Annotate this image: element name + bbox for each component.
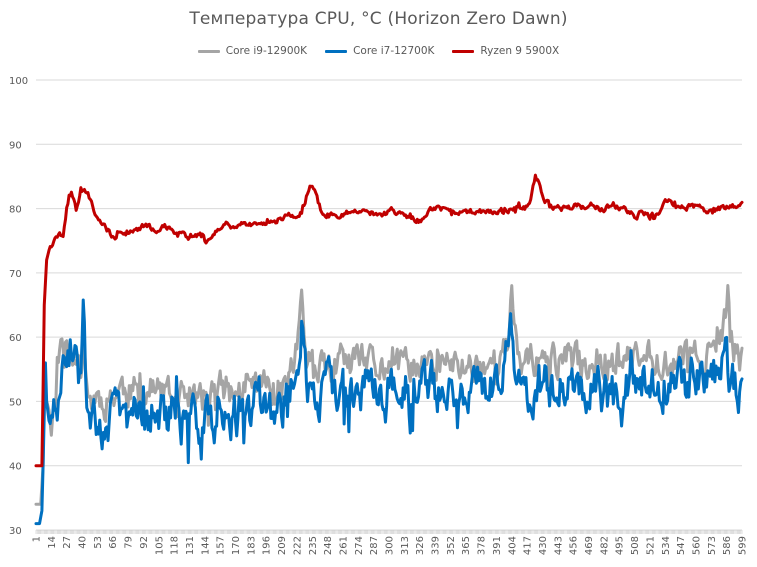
y-tick-label-30: 30	[9, 526, 22, 537]
x-tick-label-300: 300	[385, 536, 396, 555]
y-tick-label-50: 50	[9, 397, 22, 408]
y-tick-label-80: 80	[9, 205, 22, 216]
x-tick-label-118: 118	[170, 536, 181, 555]
legend-label-series-3: Ryzen 9 5900X	[480, 45, 560, 57]
legend-item-series-2: Core i7-12700K	[325, 45, 434, 57]
x-tick-label-417: 417	[523, 536, 534, 555]
chart-title: Температура CPU, °C (Horizon Zero Dawn)	[189, 9, 568, 29]
x-tick-label-547: 547	[676, 536, 687, 555]
x-tick-label-469: 469	[584, 536, 595, 555]
x-tick-label-352: 352	[446, 536, 457, 555]
x-tick-label-443: 443	[553, 536, 564, 555]
y-tick-label-90: 90	[9, 140, 22, 151]
x-tick-label-170: 170	[231, 536, 242, 555]
x-tick-label-66: 66	[108, 536, 119, 549]
x-tick-label-209: 209	[277, 536, 288, 555]
x-tick-label-196: 196	[262, 536, 273, 555]
legend-item-series-1: Core i9-12900K	[197, 45, 308, 57]
y-tick-label-60: 60	[9, 333, 22, 344]
series-line-2	[34, 298, 744, 526]
x-tick-label-378: 378	[477, 536, 488, 555]
x-tick-label-144: 144	[200, 536, 211, 555]
x-tick-label-235: 235	[308, 536, 319, 555]
x-tick-label-79: 79	[124, 536, 135, 549]
x-tick-label-326: 326	[415, 536, 426, 555]
x-tick-label-339: 339	[431, 536, 442, 555]
x-tick-label-131: 131	[185, 536, 196, 555]
x-tick-label-105: 105	[154, 536, 165, 555]
x-tick-label-1: 1	[32, 536, 43, 542]
x-tick-label-495: 495	[615, 536, 626, 555]
x-tick-label-274: 274	[354, 536, 365, 555]
legend-item-series-3: Ryzen 9 5900X	[452, 45, 559, 57]
x-tick-label-183: 183	[246, 536, 257, 555]
chart-legend: Core i9-12900K Core i7-12700K Ryzen 9 59…	[0, 45, 757, 57]
x-tick-label-27: 27	[62, 536, 73, 549]
x-tick-label-521: 521	[645, 536, 656, 555]
x-tick-label-248: 248	[323, 536, 334, 555]
x-tick-label-157: 157	[216, 536, 227, 555]
x-tick-label-391: 391	[492, 536, 503, 555]
x-tick-label-482: 482	[599, 536, 610, 555]
y-tick-label-40: 40	[9, 462, 22, 473]
x-tick-label-365: 365	[461, 536, 472, 555]
legend-swatch-series-3	[452, 49, 475, 53]
legend-swatch-series-1	[197, 49, 220, 53]
x-tick-label-586: 586	[722, 536, 733, 555]
x-tick-label-261: 261	[338, 536, 349, 555]
legend-label-series-1: Core i9-12900K	[225, 45, 308, 57]
x-tick-label-599: 599	[738, 536, 749, 555]
x-tick-label-14: 14	[47, 536, 58, 549]
x-tick-label-53: 53	[93, 536, 104, 549]
x-tick-label-92: 92	[139, 536, 150, 549]
series-line-1	[34, 284, 744, 506]
x-tick-label-313: 313	[400, 536, 411, 555]
legend-label-series-2: Core i7-12700K	[353, 45, 435, 57]
x-tick-label-573: 573	[707, 536, 718, 555]
x-tick-label-40: 40	[78, 536, 89, 549]
x-tick-label-430: 430	[538, 536, 549, 555]
x-tick-label-508: 508	[630, 536, 641, 555]
x-tick-label-560: 560	[691, 536, 702, 555]
y-tick-label-100: 100	[9, 76, 28, 87]
y-tick-label-70: 70	[9, 269, 22, 280]
x-tick-label-222: 222	[292, 536, 303, 555]
x-tick-label-404: 404	[507, 536, 518, 555]
x-tick-label-534: 534	[661, 536, 672, 555]
legend-swatch-series-2	[325, 49, 348, 53]
x-tick-label-287: 287	[369, 536, 380, 555]
series-line-3	[34, 173, 744, 468]
x-tick-label-456: 456	[569, 536, 580, 555]
